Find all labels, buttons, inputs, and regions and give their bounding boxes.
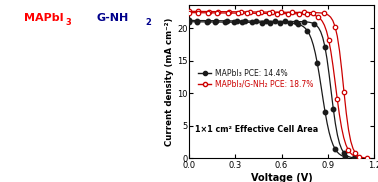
Legend: MAPbI₃ PCE: 14.4%, MAPbI₃/G-NH₂ PCE: 18.7%: MAPbI₃ PCE: 14.4%, MAPbI₃/G-NH₂ PCE: 18.…: [195, 66, 316, 92]
Text: MAPbI: MAPbI: [24, 13, 64, 23]
Y-axis label: Current density (mA cm⁻²): Current density (mA cm⁻²): [165, 18, 174, 146]
Text: 1×1 cm² Effective Cell Area: 1×1 cm² Effective Cell Area: [195, 125, 318, 134]
X-axis label: Voltage (V): Voltage (V): [251, 173, 313, 182]
Text: 2: 2: [146, 18, 151, 27]
Text: 3: 3: [66, 18, 71, 27]
Text: G-NH: G-NH: [96, 13, 129, 23]
